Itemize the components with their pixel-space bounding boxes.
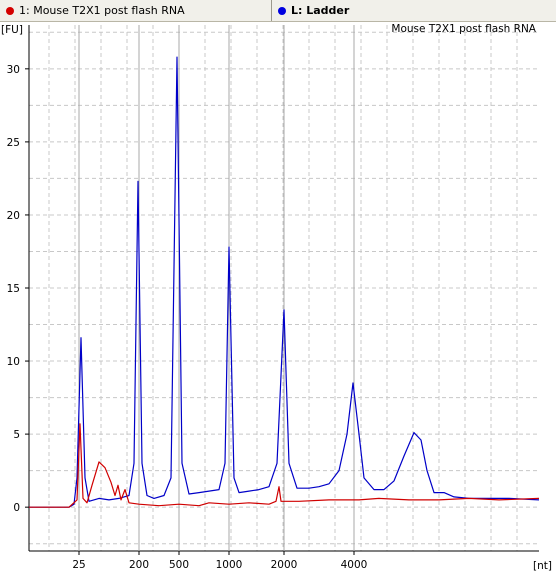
y-tick-label: 0 — [13, 502, 20, 514]
y-axis-unit: [FU] — [1, 24, 23, 36]
blue-dot-icon — [278, 6, 286, 15]
x-tick-label: 500 — [169, 559, 189, 571]
red-dot-icon — [6, 6, 14, 15]
y-tick-label: 5 — [13, 429, 20, 441]
sample-trace-line — [29, 423, 540, 508]
tab-sample-1-label: 1: Mouse T2X1 post flash RNA — [19, 4, 185, 17]
tab-ladder[interactable]: L: Ladder — [272, 0, 556, 21]
x-tick-label: 4000 — [341, 559, 368, 571]
x-axis-unit: [nt] — [533, 560, 552, 572]
tab-sample-1[interactable]: 1: Mouse T2X1 post flash RNA — [0, 0, 272, 21]
y-ticks: 0 5 10 15 20 25 30 — [7, 64, 29, 514]
y-tick-label: 10 — [7, 356, 20, 368]
y-tick-label: 20 — [7, 210, 20, 222]
electropherogram-chart: 0 5 10 15 20 25 30 25 200 500 1000 2000 4000 [FU] [… — [1, 23, 552, 572]
y-tick-label: 30 — [7, 64, 20, 76]
tab-ladder-label: L: Ladder — [291, 4, 350, 17]
x-tick-label: 25 — [72, 559, 85, 571]
tab-bar: 1: Mouse T2X1 post flash RNA L: Ladder — [0, 0, 556, 22]
x-tick-label: 1000 — [216, 559, 243, 571]
y-tick-label: 25 — [7, 137, 20, 149]
series — [29, 56, 540, 508]
chart-title: Mouse T2X1 post flash RNA — [391, 23, 536, 35]
y-tick-label: 15 — [7, 283, 20, 295]
x-tick-label: 2000 — [271, 559, 298, 571]
x-tick-label: 200 — [129, 559, 149, 571]
